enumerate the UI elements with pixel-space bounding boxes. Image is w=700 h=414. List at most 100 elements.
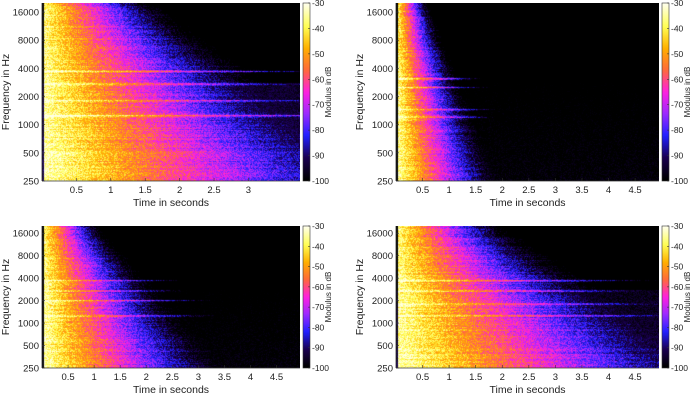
x-tick-label: 1.5 xyxy=(469,372,482,383)
x-tick-label: 4.5 xyxy=(270,372,283,383)
x-tick-label: 2.5 xyxy=(166,372,179,383)
y-tick-label: 1000 xyxy=(18,319,39,330)
x-tick-label: 2.5 xyxy=(522,185,535,196)
x-tick-label: 3.5 xyxy=(575,372,588,383)
y-tick-label: 1000 xyxy=(18,120,39,131)
colorbar-tick-label: -60 xyxy=(312,74,325,84)
y-tick-label: 2000 xyxy=(18,296,39,307)
x-tick-label: 1.5 xyxy=(139,185,152,196)
colorbar-tick-label: -100 xyxy=(671,363,688,373)
colorbar-tick-label: -80 xyxy=(671,125,684,135)
spectrogram-image-4 xyxy=(396,226,659,368)
colorbar-tick-label: -50 xyxy=(671,49,684,59)
colorbar-label: Modulus in dB xyxy=(324,272,333,323)
spectrogram-image-2 xyxy=(396,3,659,181)
y-axis-label: Frequency in Hz xyxy=(354,54,366,130)
colorbar-tick-label: -30 xyxy=(312,221,325,231)
y-tick-label: 8000 xyxy=(18,251,39,262)
y-tick-label: 16000 xyxy=(367,8,393,19)
y-tick-label: 500 xyxy=(23,341,39,352)
x-tick-label: 4 xyxy=(248,372,253,383)
y-tick-label: 16000 xyxy=(13,8,39,19)
x-axis-label: Time in seconds xyxy=(489,384,565,396)
colorbar-tick-label: -70 xyxy=(312,302,325,312)
x-tick-label: 1 xyxy=(446,185,451,196)
x-tick-label: 1 xyxy=(446,372,451,383)
colorbar-tick-label: -90 xyxy=(671,151,684,161)
y-tick-label: 250 xyxy=(23,364,39,375)
colorbar-tick-label: -80 xyxy=(671,322,684,332)
colorbar-tick-label: -30 xyxy=(671,0,684,8)
y-axis-label: Frequency in Hz xyxy=(354,259,366,335)
x-tick-label: 2.5 xyxy=(207,185,220,196)
colorbar-label: Modulus in dB xyxy=(683,67,692,118)
colorbar-label: Modulus in dB xyxy=(324,67,333,118)
colorbar-frame xyxy=(661,225,670,369)
x-axis-label: Time in seconds xyxy=(133,197,209,209)
colorbar-tick-label: -90 xyxy=(312,151,325,161)
x-tick-label: 3 xyxy=(196,372,201,383)
y-tick-label: 2000 xyxy=(372,92,393,103)
spectrogram-image-3 xyxy=(42,226,300,368)
colorbar-tick-label: -60 xyxy=(671,74,684,84)
colorbar-tick-label: -90 xyxy=(671,343,684,353)
x-tick-label: 2 xyxy=(500,185,505,196)
colorbar-tick-label: -60 xyxy=(312,282,325,292)
x-tick-label: 2 xyxy=(500,372,505,383)
colorbar-tick-label: -50 xyxy=(312,262,325,272)
x-tick-label: 2 xyxy=(144,372,149,383)
colorbar-frame xyxy=(302,2,311,182)
y-tick-label: 250 xyxy=(23,177,39,188)
colorbar-tick-label: -70 xyxy=(312,100,325,110)
x-tick-label: 3 xyxy=(553,372,558,383)
y-tick-label: 250 xyxy=(377,364,393,375)
y-tick-label: 16000 xyxy=(367,229,393,240)
x-tick-label: 1 xyxy=(108,185,113,196)
y-axis-label: Frequency in Hz xyxy=(0,259,12,335)
x-tick-label: 3.5 xyxy=(575,185,588,196)
colorbar-4 xyxy=(662,226,669,368)
y-tick-label: 4000 xyxy=(18,64,39,75)
x-tick-label: 0.5 xyxy=(61,372,74,383)
y-tick-label: 4000 xyxy=(372,274,393,285)
x-tick-label: 1.5 xyxy=(114,372,127,383)
colorbar-tick-label: -30 xyxy=(312,0,325,8)
y-tick-label: 500 xyxy=(377,341,393,352)
y-tick-label: 500 xyxy=(377,148,393,159)
x-tick-label: 0.5 xyxy=(70,185,83,196)
x-tick-label: 0.5 xyxy=(416,372,429,383)
colorbar-tick-label: -90 xyxy=(312,343,325,353)
colorbar-frame xyxy=(661,2,670,182)
colorbar-tick-label: -70 xyxy=(671,302,684,312)
y-tick-label: 8000 xyxy=(18,36,39,47)
colorbar-tick-label: -80 xyxy=(312,125,325,135)
x-tick-label: 3.5 xyxy=(218,372,231,383)
x-tick-label: 4 xyxy=(606,185,611,196)
y-tick-label: 2000 xyxy=(372,296,393,307)
colorbar-tick-label: -100 xyxy=(312,363,329,373)
y-tick-label: 16000 xyxy=(13,229,39,240)
y-tick-label: 4000 xyxy=(18,274,39,285)
y-tick-label: 4000 xyxy=(372,64,393,75)
colorbar-tick-label: -50 xyxy=(312,49,325,59)
y-tick-label: 250 xyxy=(377,177,393,188)
colorbar-frame xyxy=(302,225,311,369)
x-tick-label: 4.5 xyxy=(628,372,641,383)
colorbar-3 xyxy=(303,226,310,368)
colorbar-tick-label: -40 xyxy=(671,241,684,251)
x-axis-label: Time in seconds xyxy=(133,384,209,396)
spectrogram-image-1 xyxy=(42,3,300,181)
colorbar-tick-label: -70 xyxy=(671,100,684,110)
colorbar-label: Modulus in dB xyxy=(683,272,692,323)
y-tick-label: 8000 xyxy=(372,251,393,262)
x-tick-label: 0.5 xyxy=(416,185,429,196)
colorbar-tick-label: -40 xyxy=(312,241,325,251)
x-tick-label: 1 xyxy=(91,372,96,383)
x-tick-label: 3 xyxy=(246,185,251,196)
y-tick-label: 1000 xyxy=(372,120,393,131)
colorbar-tick-label: -100 xyxy=(312,176,329,186)
y-axis-label: Frequency in Hz xyxy=(0,54,12,130)
colorbar-tick-label: -40 xyxy=(671,23,684,33)
colorbar-tick-label: -40 xyxy=(312,23,325,33)
